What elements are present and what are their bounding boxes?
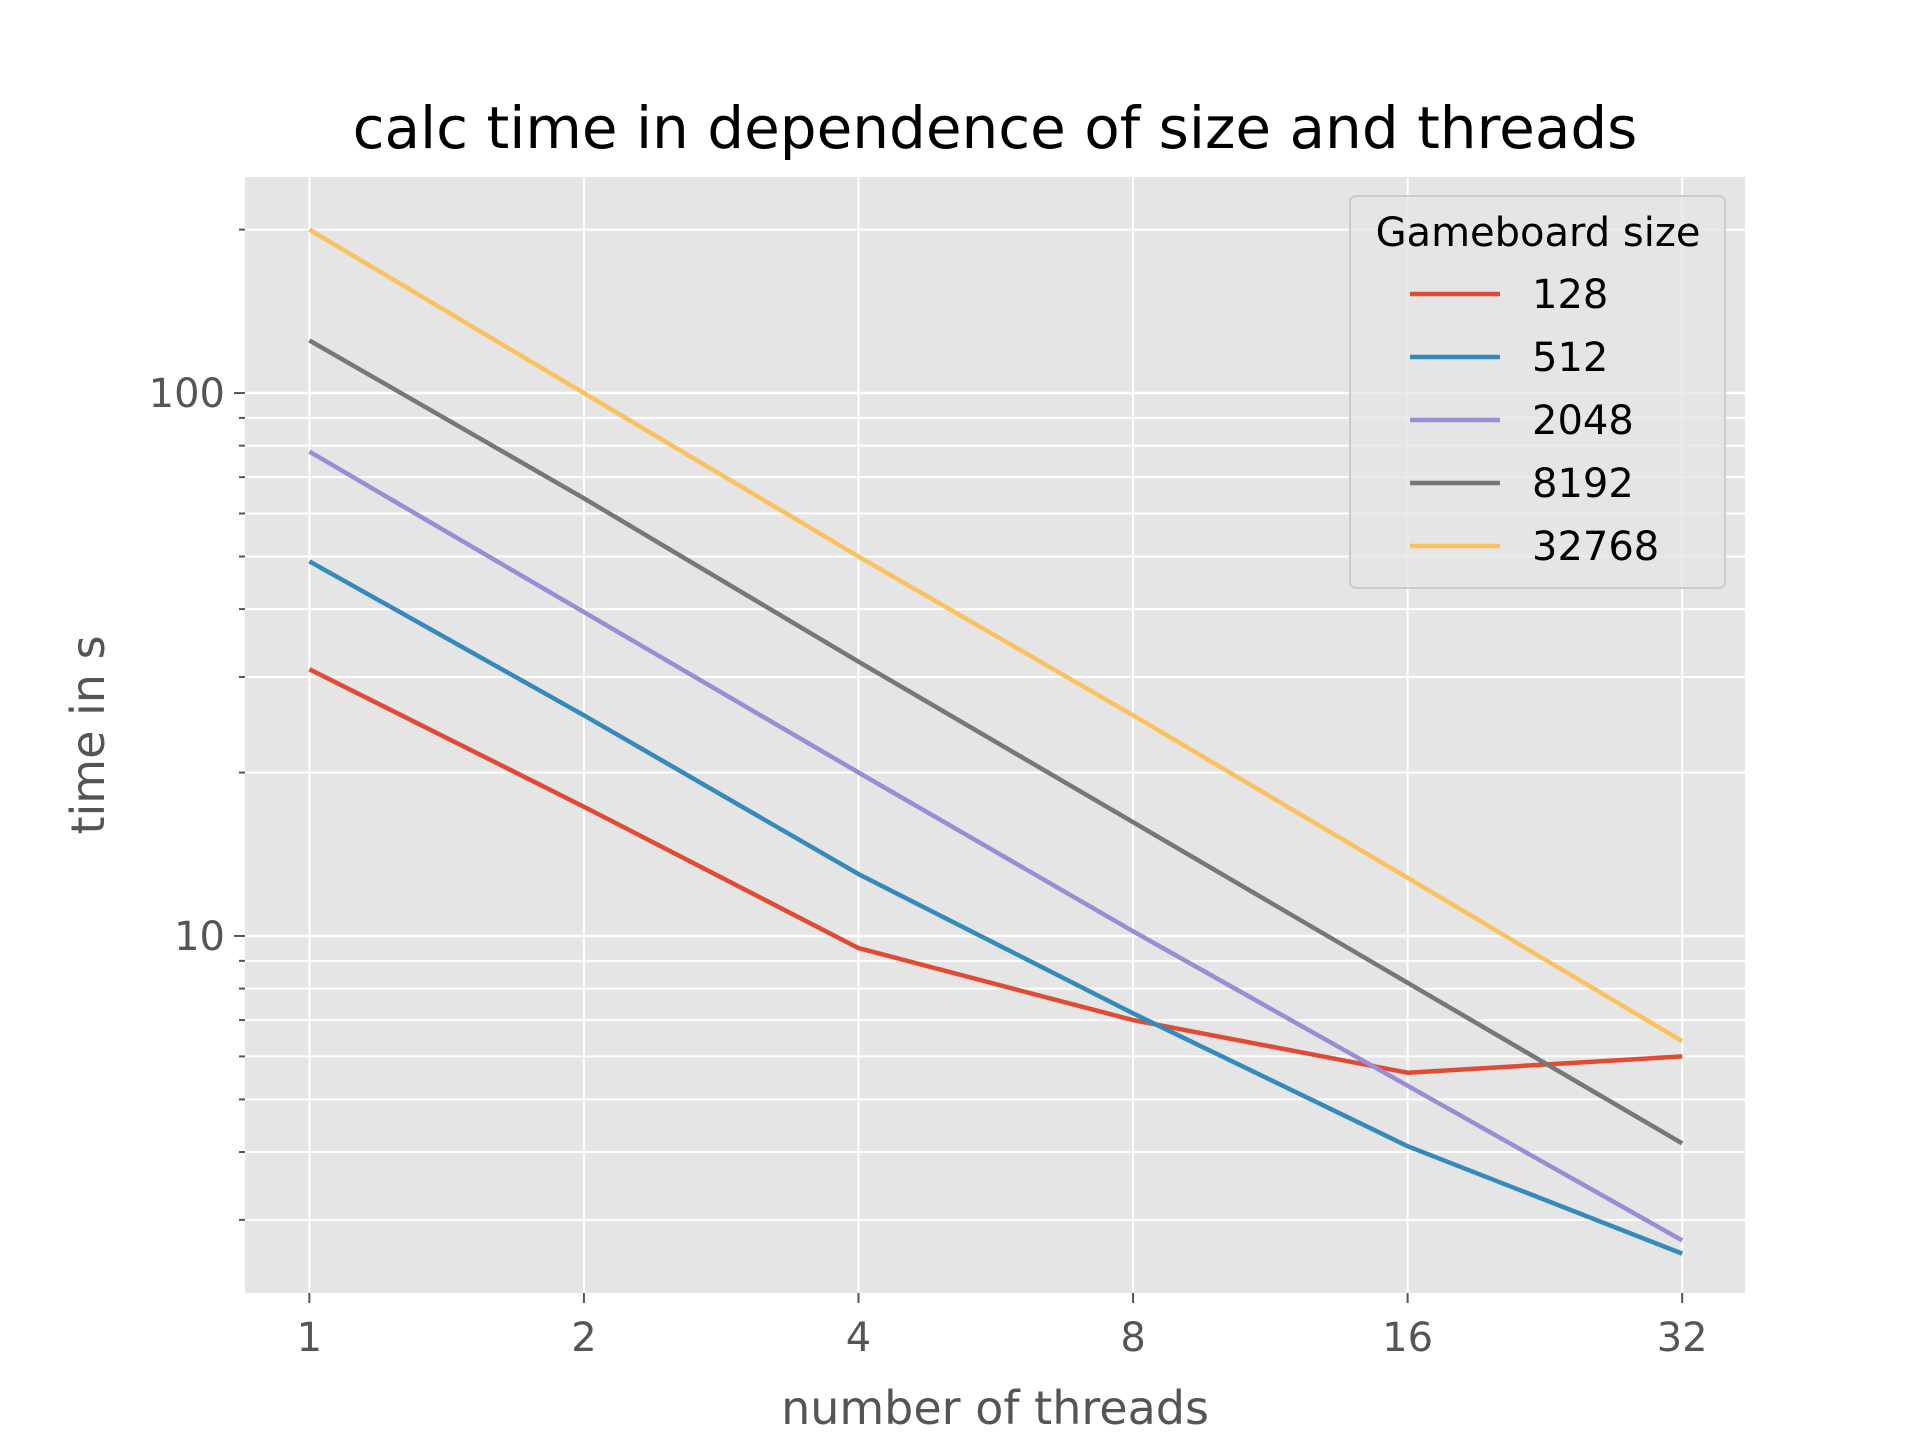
y-axis-label: time in s — [61, 635, 115, 834]
series-line-512 — [308, 559, 1684, 1256]
x-tick-label: 16 — [1382, 1315, 1433, 1361]
x-tick-label: 8 — [1120, 1315, 1145, 1361]
series-line-2048 — [308, 449, 1684, 1243]
x-tick-label: 4 — [846, 1315, 871, 1361]
legend: Gameboard size 128 512 2048 8192 32768 — [1349, 195, 1726, 589]
series-line-128 — [308, 667, 1683, 1075]
y-tick-label: 100 — [149, 371, 225, 417]
x-axis-label: number of threads — [781, 1381, 1209, 1435]
legend-label-128: 128 — [1532, 272, 1608, 318]
series-lines — [308, 227, 1684, 1256]
y-tick-label: 10 — [174, 914, 225, 960]
series-line-8192 — [308, 338, 1684, 1146]
x-tick-label: 1 — [297, 1315, 322, 1361]
legend-label-512: 512 — [1532, 335, 1608, 381]
chart-title: calc time in dependence of size and thre… — [353, 94, 1638, 162]
axis-ticks: 1 2 4 8 16 32 10 100 — [149, 228, 1708, 1361]
legend-label-8192: 8192 — [1532, 461, 1634, 507]
x-tick-label: 2 — [571, 1315, 596, 1361]
legend-label-32768: 32768 — [1532, 524, 1659, 570]
x-tick-label: 32 — [1657, 1315, 1708, 1361]
legend-label-2048: 2048 — [1532, 398, 1634, 444]
legend-title: Gameboard size — [1376, 210, 1701, 256]
series-line-32768 — [308, 227, 1684, 1044]
